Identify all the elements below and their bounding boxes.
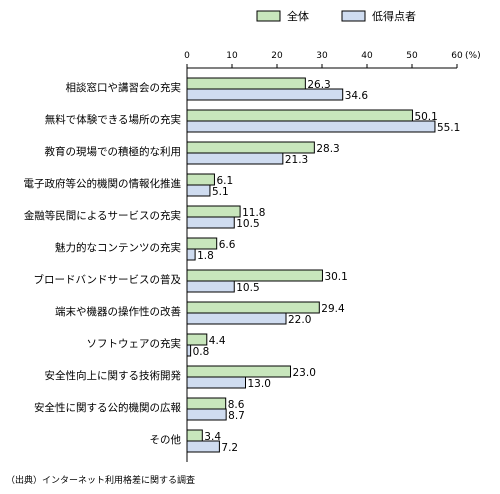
data-label: 34.6: [345, 90, 369, 102]
bar-all: [186, 397, 227, 410]
data-label: 1.8: [197, 250, 214, 262]
x-axis: 0 10 20 30 40 50 60 (%): [184, 51, 481, 462]
category-label: 教育の現場での積極的な利用: [45, 145, 182, 158]
bar-low-scorer: [186, 88, 344, 101]
category-labels: 相談窓口や講習会の充実無料で体験できる場所の充実教育の現場での積極的な利用電子政…: [24, 81, 182, 446]
category-label: 電子政府等公的機関の情報化推進: [24, 177, 182, 190]
bar-low-scorer: [186, 312, 287, 325]
bar-all: [186, 333, 208, 346]
data-labels: 26.334.650.155.128.321.36.15.111.810.56.…: [193, 79, 461, 454]
data-label: 21.3: [285, 154, 308, 166]
data-label: 0.8: [193, 346, 210, 358]
x-axis-unit: (%): [465, 51, 481, 61]
data-label: 23.0: [293, 367, 316, 379]
data-label: 8.7: [228, 410, 245, 422]
bar-low-scorer: [186, 248, 196, 261]
category-label: 端末や機器の操作性の改善: [55, 305, 181, 318]
data-label: 50.1: [414, 111, 437, 123]
data-label: 5.1: [212, 186, 229, 198]
bar-all: [186, 301, 320, 314]
category-label: その他: [150, 433, 182, 446]
category-label: 安全性向上に関する技術開発: [45, 369, 182, 382]
bar-low-scorer: [186, 152, 284, 165]
bar-all: [186, 269, 323, 282]
data-label: 30.1: [324, 271, 347, 283]
x-tick-label: 60: [451, 51, 463, 61]
data-label: 6.1: [216, 175, 233, 187]
bar-all: [186, 173, 215, 186]
data-label: 10.5: [236, 218, 259, 230]
data-label: 7.2: [221, 442, 238, 454]
data-label: 13.0: [248, 378, 271, 390]
legend: 全体 低得点者: [256, 9, 416, 23]
data-label: 55.1: [437, 122, 460, 134]
data-label: 3.4: [204, 431, 221, 443]
data-label: 28.3: [316, 143, 339, 155]
data-label: 6.6: [219, 239, 236, 251]
legend-swatch-2: [341, 10, 366, 22]
bars: [186, 77, 436, 453]
category-label: 相談窓口や講習会の充実: [66, 81, 182, 94]
bar-all: [186, 237, 218, 250]
source-note: （出典）インターネット利用格差に関する調査: [6, 476, 196, 486]
bar-low-scorer: [186, 376, 246, 389]
bar-low-scorer: [186, 280, 235, 293]
bar-all: [186, 365, 291, 378]
bar-low-scorer: [186, 344, 192, 357]
data-label: 22.0: [288, 314, 311, 326]
category-label: 安全性に関する公的機関の広報: [34, 401, 181, 414]
category-label: 金融等民間によるサービスの充実: [24, 209, 182, 222]
x-tick-label: 50: [406, 51, 418, 61]
category-label: ソフトウェアの充実: [87, 337, 182, 350]
x-tick-label: 10: [226, 51, 238, 61]
bar-low-scorer: [186, 408, 227, 421]
data-label: 10.5: [236, 282, 259, 294]
bar-all: [186, 429, 203, 442]
legend-label-1: 全体: [287, 9, 309, 23]
data-label: 29.4: [321, 303, 345, 315]
bar-low-scorer: [186, 440, 220, 453]
bar-low-scorer: [186, 216, 235, 229]
category-label: 無料で体験できる場所の充実: [45, 113, 182, 126]
bar-all: [186, 109, 413, 122]
bar-all: [186, 141, 315, 154]
x-tick-label: 40: [361, 51, 373, 61]
category-label: 魅力的なコンテンツの充実: [55, 241, 181, 254]
x-tick-label: 30: [316, 51, 328, 61]
bar-low-scorer: [186, 120, 436, 133]
data-label: 26.3: [307, 79, 330, 91]
data-label: 8.6: [228, 399, 245, 411]
legend-swatch-1: [256, 10, 281, 22]
data-label: 11.8: [242, 207, 265, 219]
x-tick-label: 20: [271, 51, 283, 61]
legend-label-2: 低得点者: [372, 10, 416, 23]
x-tick-label: 0: [184, 51, 190, 61]
bar-all: [186, 205, 241, 218]
category-label: ブロードバンドサービスの普及: [33, 273, 181, 286]
bar-low-scorer: [186, 184, 211, 197]
data-label: 4.4: [209, 335, 226, 347]
bar-all: [186, 77, 306, 90]
